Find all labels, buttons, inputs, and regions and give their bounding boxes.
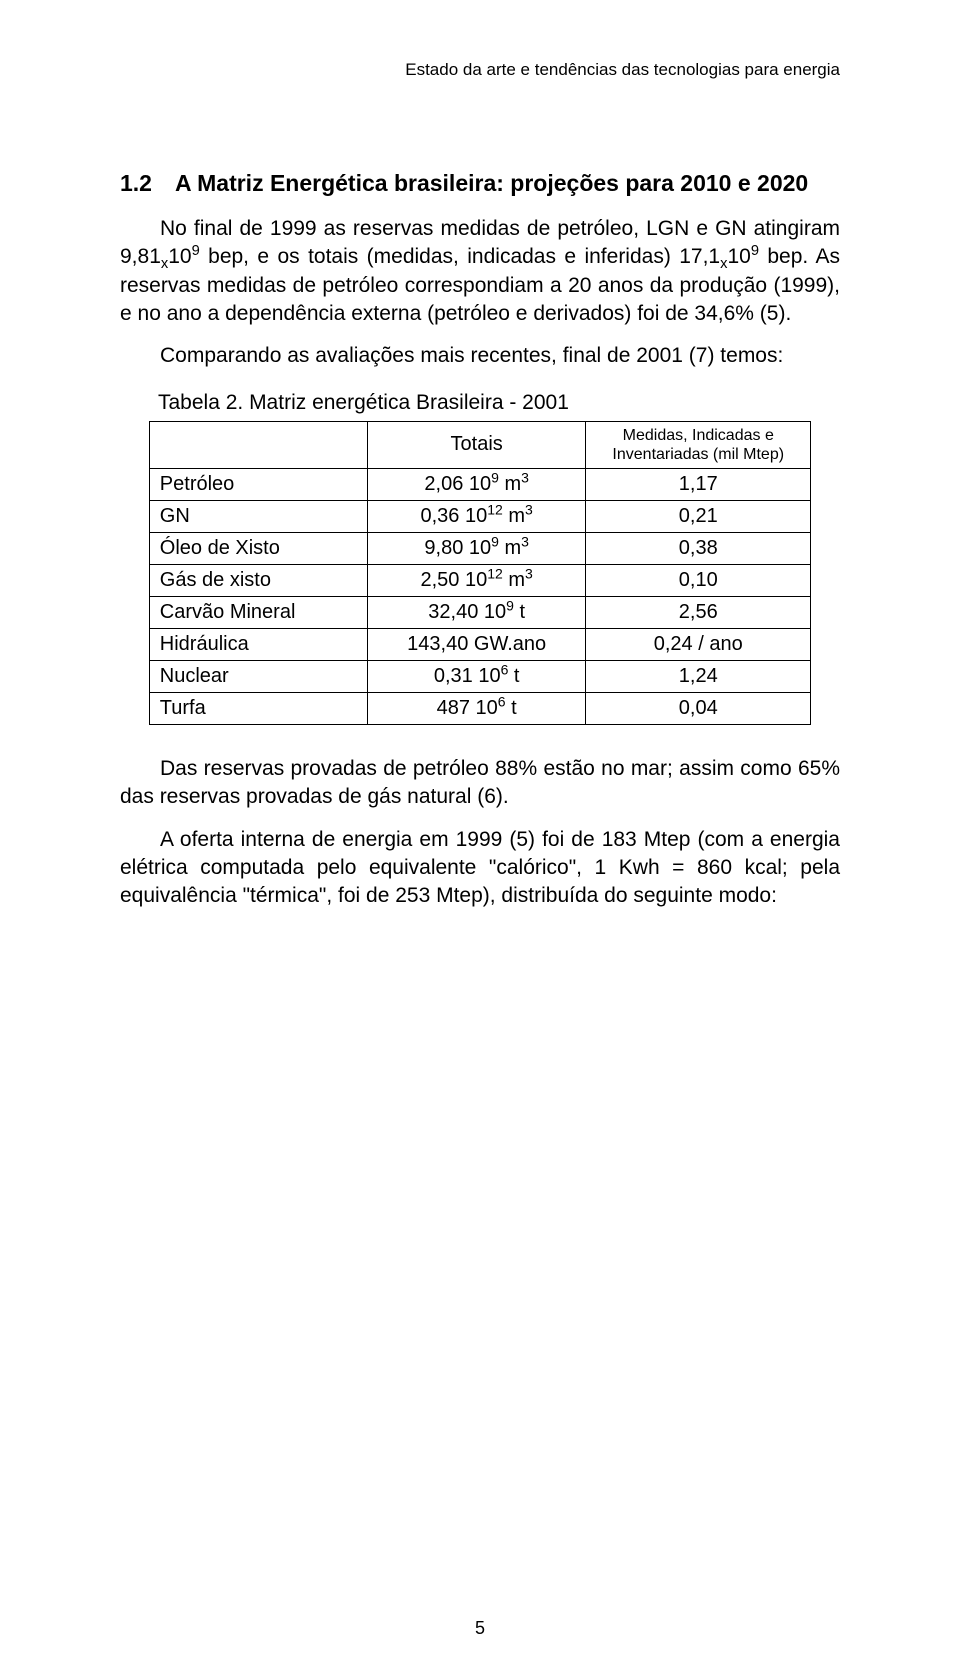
table-cell-totals: 9,80 109 m3 — [368, 533, 586, 565]
table-cell-totals: 143,40 GW.ano — [368, 629, 586, 661]
paragraph-2-text: Comparando as avaliações mais recentes, … — [160, 344, 783, 367]
table-cell-label: GN — [149, 501, 367, 533]
table-row: Gás de xisto2,50 1012 m30,10 — [149, 565, 810, 597]
table-cell-value: 0,38 — [586, 533, 811, 565]
table-caption: Tabela 2. Matriz energética Brasileira -… — [158, 391, 840, 415]
table-cell-value: 0,10 — [586, 565, 811, 597]
paragraph-4: A oferta interna de energia em 1999 (5) … — [120, 826, 840, 911]
table-header-row: Totais Medidas, Indicadas e Inventariada… — [149, 421, 810, 468]
table-cell-label: Nuclear — [149, 661, 367, 693]
table-cell-label: Petróleo — [149, 469, 367, 501]
table-row: Nuclear0,31 106 t1,24 — [149, 661, 810, 693]
table-cell-label: Gás de xisto — [149, 565, 367, 597]
table-row: Hidráulica143,40 GW.ano0,24 / ano — [149, 629, 810, 661]
table-cell-totals: 0,31 106 t — [368, 661, 586, 693]
table-row: Petróleo2,06 109 m31,17 — [149, 469, 810, 501]
page-number: 5 — [0, 1618, 960, 1639]
table-cell-label: Turfa — [149, 693, 367, 725]
table-cell-totals: 2,50 1012 m3 — [368, 565, 586, 597]
paragraph-4-text: A oferta interna de energia em 1999 (5) … — [120, 828, 840, 908]
table-cell-label: Carvão Mineral — [149, 597, 367, 629]
table-cell-value: 1,24 — [586, 661, 811, 693]
table-cell-value: 0,21 — [586, 501, 811, 533]
paragraph-3-text: Das reservas provadas de petróleo 88% es… — [120, 757, 840, 808]
table-row: Óleo de Xisto9,80 109 m30,38 — [149, 533, 810, 565]
table-header-empty — [149, 421, 367, 468]
table-cell-totals: 32,40 109 t — [368, 597, 586, 629]
page: Estado da arte e tendências das tecnolog… — [0, 0, 960, 1679]
paragraph-3: Das reservas provadas de petróleo 88% es… — [120, 755, 840, 812]
table-row: GN0,36 1012 m30,21 — [149, 501, 810, 533]
table-cell-value: 2,56 — [586, 597, 811, 629]
paragraph-1: No final de 1999 as reservas medidas de … — [120, 215, 840, 328]
table-header-totais: Totais — [368, 421, 586, 468]
table-header-medidas: Medidas, Indicadas e Inventariadas (mil … — [586, 421, 811, 468]
table-cell-value: 1,17 — [586, 469, 811, 501]
section-heading: 1.2 A Matriz Energética brasileira: proj… — [120, 170, 840, 197]
table-cell-label: Hidráulica — [149, 629, 367, 661]
running-header: Estado da arte e tendências das tecnolog… — [120, 60, 840, 80]
table-header-medidas-line2: Inventariadas (mil Mtep) — [612, 446, 784, 463]
paragraph-2: Comparando as avaliações mais recentes, … — [120, 342, 840, 370]
energy-matrix-table: Totais Medidas, Indicadas e Inventariada… — [149, 421, 811, 725]
table-cell-totals: 487 106 t — [368, 693, 586, 725]
table-cell-totals: 2,06 109 m3 — [368, 469, 586, 501]
table-cell-label: Óleo de Xisto — [149, 533, 367, 565]
table-cell-totals: 0,36 1012 m3 — [368, 501, 586, 533]
table-cell-value: 0,24 / ano — [586, 629, 811, 661]
table-header-medidas-line1: Medidas, Indicadas e — [623, 427, 774, 444]
table-row: Carvão Mineral32,40 109 t2,56 — [149, 597, 810, 629]
paragraph-1-text: No final de 1999 as reservas medidas de … — [120, 217, 840, 325]
table-body: Petróleo2,06 109 m31,17GN0,36 1012 m30,2… — [149, 469, 810, 725]
table-cell-value: 0,04 — [586, 693, 811, 725]
table-row: Turfa487 106 t0,04 — [149, 693, 810, 725]
